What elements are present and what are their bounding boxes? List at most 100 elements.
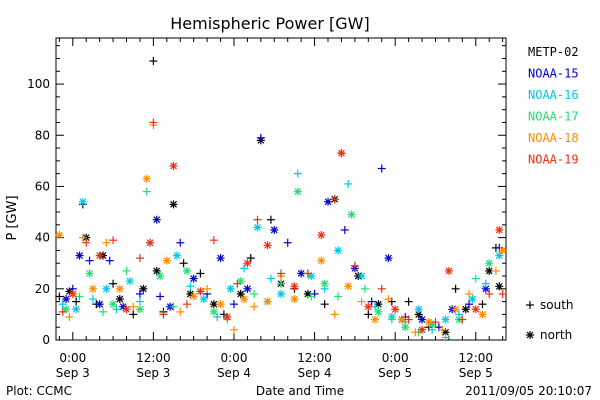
data-point-metp-02-south — [478, 300, 487, 309]
y-tick-label: 20 — [35, 282, 50, 296]
data-point-noaa-18-north — [498, 246, 507, 255]
data-point-noaa-15-south — [105, 256, 114, 265]
data-point-noaa-16-south — [240, 264, 249, 273]
data-point-noaa-19-south — [159, 310, 168, 319]
data-point-noaa-15-south — [465, 300, 474, 309]
data-point-noaa-18-north — [216, 300, 225, 309]
data-point-noaa-18-north — [142, 174, 151, 183]
data-point-metp-02-south — [129, 310, 138, 319]
data-point-noaa-17-north — [485, 259, 494, 268]
data-point-noaa-19-north — [337, 149, 346, 158]
data-point-noaa-17-south — [360, 284, 369, 293]
data-point-noaa-15-south — [229, 300, 238, 309]
data-point-noaa-15-north — [95, 300, 104, 309]
data-point-noaa-15-south — [176, 238, 185, 247]
data-point-noaa-16-south — [135, 297, 144, 306]
data-point-noaa-17-south — [169, 302, 178, 311]
data-point-metp-02-south — [266, 215, 275, 224]
data-point-noaa-19-north — [95, 251, 104, 260]
data-point-noaa-17-south — [142, 187, 151, 196]
data-point-noaa-17-south — [99, 307, 108, 316]
data-point-noaa-19-north — [495, 225, 504, 234]
data-point-noaa-19-north — [223, 312, 232, 321]
data-point-metp-02-south — [196, 269, 205, 278]
x-tick-time-label: 12:00 — [458, 351, 493, 365]
data-point-noaa-16-north — [441, 315, 450, 324]
data-point-noaa-19-south — [82, 238, 91, 247]
data-point-noaa-18-south — [438, 325, 447, 334]
data-point-noaa-18-south — [65, 312, 74, 321]
legend-marker-label-south: south — [540, 298, 574, 312]
data-point-noaa-17-north — [293, 187, 302, 196]
data-point-noaa-16-south — [58, 300, 67, 309]
data-points — [55, 57, 507, 342]
x-axis-label: Date and Time — [256, 384, 344, 398]
data-point-noaa-17-south — [122, 266, 131, 275]
data-point-noaa-16-south — [371, 302, 380, 311]
data-point-noaa-17-north — [135, 305, 144, 314]
legend-noaa-16: NOAA-16 — [528, 88, 579, 102]
data-point-noaa-19-south — [377, 284, 386, 293]
x-tick-date-label: Sep 3 — [56, 366, 90, 380]
data-point-noaa-16-north — [334, 246, 343, 255]
data-point-noaa-17-south — [250, 289, 259, 298]
data-point-noaa-18-south — [465, 289, 474, 298]
data-point-noaa-19-south — [485, 289, 494, 298]
data-point-noaa-19-north — [364, 302, 373, 311]
data-point-noaa-16-north — [199, 295, 208, 304]
data-point-noaa-19-south — [458, 315, 467, 324]
data-point-noaa-18-south — [102, 238, 111, 247]
data-point-noaa-18-north — [424, 318, 433, 327]
data-point-noaa-16-south — [481, 279, 490, 288]
data-point-noaa-19-north — [146, 238, 155, 247]
y-tick-label: 100 — [27, 77, 50, 91]
legend-marker-north — [526, 331, 534, 339]
data-point-noaa-18-south — [491, 266, 500, 275]
data-point-noaa-17-north — [182, 266, 191, 275]
data-point-metp-02-south — [364, 310, 373, 319]
legend-marker-south — [526, 301, 534, 309]
data-point-noaa-15-south — [156, 292, 165, 301]
x-tick-date-label: Sep 3 — [136, 366, 170, 380]
data-point-noaa-18-north — [88, 284, 97, 293]
data-point-noaa-19-south — [135, 254, 144, 263]
data-point-metp-02-south — [179, 259, 188, 268]
data-point-noaa-19-south — [277, 269, 285, 278]
data-point-noaa-18-north — [451, 305, 460, 314]
data-point-noaa-18-south — [129, 302, 138, 311]
data-point-noaa-18-north — [344, 282, 353, 291]
data-point-noaa-16-north — [172, 251, 181, 260]
data-point-metp-02-south — [55, 292, 64, 301]
data-point-noaa-16-north — [357, 272, 366, 281]
data-point-metp-02-south — [109, 279, 118, 288]
x-tick-time-label: 0:00 — [382, 351, 409, 365]
data-point-noaa-16-south — [266, 274, 275, 283]
data-point-noaa-15-north — [297, 269, 306, 278]
data-point-noaa-17-north — [347, 210, 356, 219]
data-point-noaa-19-south — [58, 307, 67, 316]
data-point-noaa-17-north — [374, 307, 383, 316]
x-tick-date-label: Sep 5 — [459, 366, 493, 380]
data-point-noaa-18-north — [290, 295, 299, 304]
data-point-noaa-18-north — [263, 297, 272, 306]
data-point-noaa-17-south — [277, 279, 285, 288]
x-tick-date-label: Sep 4 — [217, 366, 251, 380]
data-point-noaa-16-north — [253, 223, 262, 232]
legend: METP-02 NOAA-15 NOAA-16 NOAA-17 NOAA-18 NOAA-… — [526, 45, 579, 342]
data-point-metp-02-north — [485, 266, 494, 275]
data-point-noaa-15-south — [135, 289, 144, 298]
data-point-noaa-15-north — [216, 254, 225, 263]
data-point-noaa-15-south — [340, 225, 349, 234]
y-tick-label: 0 — [42, 333, 50, 347]
data-point-metp-02-south — [404, 297, 413, 306]
data-point-noaa-19-south — [182, 300, 191, 309]
data-point-noaa-19-north — [418, 325, 427, 334]
data-point-noaa-17-south — [307, 292, 316, 301]
data-point-noaa-16-north — [414, 305, 423, 314]
data-point-noaa-19-south — [303, 269, 312, 278]
data-point-noaa-15-north — [75, 251, 84, 260]
data-point-noaa-18-north — [317, 256, 326, 265]
data-point-noaa-18-north — [55, 231, 64, 240]
data-point-noaa-16-south — [112, 305, 121, 314]
data-point-noaa-19-north — [68, 289, 77, 298]
